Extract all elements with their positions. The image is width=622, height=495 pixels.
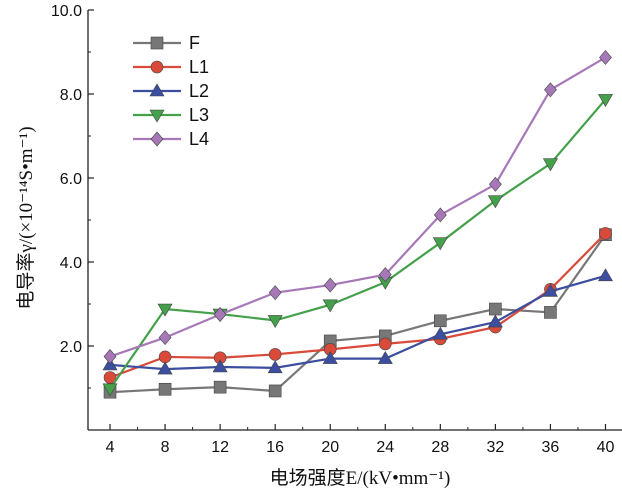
data-point-l4: [599, 49, 612, 65]
data-point-l2: [212, 359, 228, 373]
data-point-l1: [158, 350, 172, 364]
data-point-l2: [432, 326, 448, 340]
data-point-l3: [542, 158, 558, 172]
data-point-l2: [157, 361, 173, 375]
data-point-l2: [377, 351, 393, 364]
data-point-f: [268, 384, 282, 398]
series-l4: [103, 49, 612, 364]
legend-label-l1: L1: [189, 57, 209, 77]
data-point-l3: [597, 94, 614, 108]
data-point-f: [213, 380, 227, 394]
data-point-f: [158, 382, 172, 396]
y-tick-label: 8.0: [60, 87, 82, 104]
x-tick-label: 40: [597, 439, 615, 456]
data-point-l1: [268, 348, 282, 361]
data-point-l4: [158, 330, 172, 346]
legend-marker-l3: [149, 109, 165, 123]
legend-marker-l2: [149, 83, 165, 97]
data-point-l2: [597, 268, 614, 282]
x-tick-label: 32: [486, 439, 504, 456]
series-line-l3: [109, 98, 607, 390]
data-point-l3: [432, 237, 448, 251]
legend-label-l4: L4: [189, 129, 209, 149]
data-point-l4: [433, 207, 447, 223]
x-tick-label: 8: [161, 439, 170, 456]
data-point-l4: [323, 277, 337, 293]
chart-axes: 4 8 12 16 20 24 28 32 36 40 2.0 4.0 6.0 8.0 10.0: [51, 3, 622, 456]
series-l1: [103, 227, 612, 384]
y-tick-label: 2.0: [60, 339, 82, 356]
y-axis-label: 电导率γ/(×10⁻¹⁴S•m⁻¹): [15, 126, 37, 309]
legend: F L1 L2 L3 L4: [133, 33, 209, 149]
data-point-l3: [322, 299, 338, 313]
data-point-l4: [103, 349, 117, 364]
legend-label-f: F: [189, 33, 200, 53]
data-point-l1: [599, 227, 612, 240]
y-tick-label: 4.0: [60, 255, 82, 272]
series-f: [103, 228, 612, 399]
x-tick-label: 4: [106, 439, 115, 456]
y-tick-label: 10.0: [51, 3, 82, 20]
data-point-l3: [102, 383, 118, 397]
legend-label-l2: L2: [189, 81, 209, 101]
legend-marker-l1: [150, 60, 164, 74]
data-point-l3: [267, 315, 283, 328]
data-point-l3: [157, 303, 173, 317]
x-tick-label: 12: [211, 439, 229, 456]
data-point-l4: [213, 307, 227, 322]
x-tick-label: 36: [542, 439, 560, 456]
data-point-l4: [544, 82, 557, 98]
x-tick-label: 28: [431, 439, 449, 456]
x-tick-label: 24: [376, 439, 394, 456]
data-point-l2: [487, 314, 503, 328]
data-point-l2: [267, 360, 283, 374]
series-l2: [102, 268, 614, 375]
data-point-l4: [268, 285, 282, 301]
x-tick-label: 20: [321, 439, 339, 456]
data-point-l2: [322, 351, 338, 364]
legend-marker-f: [150, 36, 164, 50]
data-point-l1: [103, 371, 117, 384]
data-point-l4: [378, 267, 392, 283]
data-point-l1: [378, 337, 392, 351]
series-line-l2: [109, 274, 606, 371]
data-point-f: [489, 302, 502, 316]
legend-label-l3: L3: [189, 105, 209, 125]
legend-marker-l4: [150, 131, 164, 147]
data-point-l4: [488, 176, 502, 192]
data-point-l3: [487, 195, 503, 209]
data-point-l2: [542, 283, 558, 297]
series-layer: [102, 49, 614, 399]
series-line-f: [109, 234, 607, 394]
y-tick-label: 6.0: [60, 171, 82, 188]
series-line-l4: [109, 56, 607, 358]
data-point-f: [434, 314, 447, 328]
series-line-l1: [109, 232, 607, 379]
x-tick-label: 16: [266, 439, 284, 456]
data-point-f: [544, 306, 557, 319]
x-axis-label: 电场强度E/(kV•mm⁻¹): [270, 467, 451, 489]
